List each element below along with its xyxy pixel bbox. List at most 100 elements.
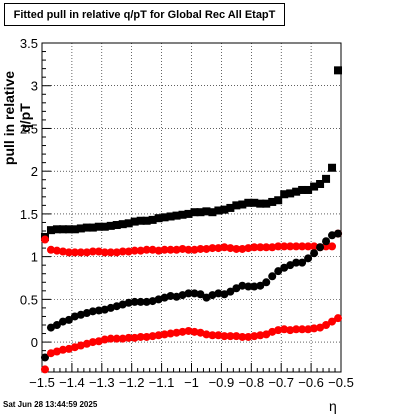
data-point: [94, 306, 103, 315]
timestamp: Sat Jun 28 13:44:59 2025: [3, 400, 98, 409]
y-tick-label: 2.5: [20, 121, 38, 136]
data-point: [292, 242, 301, 251]
data-point: [124, 247, 133, 256]
data-point: [64, 248, 73, 257]
data-point: [310, 242, 319, 251]
data-point: [94, 247, 103, 256]
data-point: [172, 245, 181, 254]
data-point: [262, 330, 271, 339]
data-point: [232, 332, 241, 341]
data-point: [238, 281, 247, 290]
data-point: [196, 244, 205, 253]
y-tick-labels: 0 0.5 1 1.5 2 2.5 3 3.5: [20, 36, 38, 350]
data-point: [148, 332, 157, 341]
x-tick-label: −0.9: [209, 375, 235, 390]
data-marks: [40, 66, 343, 374]
data-point: [274, 326, 283, 335]
data-point: [100, 222, 109, 231]
data-point: [100, 248, 109, 257]
series-2: [40, 229, 343, 257]
data-point: [106, 248, 115, 257]
y-tick-label: 0: [31, 335, 38, 350]
data-point: [112, 221, 121, 230]
data-point: [58, 225, 67, 234]
x-tick-label: −1.4: [59, 375, 85, 390]
x-tick-label: −1.1: [149, 375, 175, 390]
data-point: [274, 267, 283, 276]
data-point: [298, 325, 307, 334]
data-point: [112, 334, 121, 343]
data-point: [148, 215, 157, 224]
data-point: [238, 244, 247, 253]
data-point: [178, 327, 187, 336]
y-tick-label: 2: [31, 164, 38, 179]
data-point: [40, 353, 49, 362]
data-point: [52, 321, 61, 329]
data-point: [286, 242, 295, 251]
y-tick-label: 3.5: [20, 36, 38, 51]
data-point: [304, 325, 313, 334]
data-point: [310, 182, 319, 191]
data-point: [52, 225, 61, 234]
data-point: [226, 332, 235, 341]
x-tick-label: −1.2: [119, 375, 145, 390]
x-axis-label: η: [329, 398, 337, 414]
data-point: [88, 307, 97, 316]
y-axis-label: pull in relative q/pT: [1, 70, 33, 166]
data-point: [316, 323, 325, 332]
data-point: [304, 242, 313, 251]
data-point: [76, 248, 85, 257]
data-point: [130, 333, 139, 342]
data-point: [184, 289, 193, 298]
data-point: [40, 365, 49, 374]
data-point: [142, 332, 151, 341]
data-point: [166, 212, 175, 221]
data-point: [82, 223, 91, 232]
data-point: [298, 258, 307, 267]
data-point: [322, 174, 331, 183]
data-point: [334, 229, 343, 238]
data-point: [190, 208, 199, 217]
data-point: [232, 284, 241, 293]
data-point: [268, 272, 277, 281]
data-point: [142, 245, 151, 254]
x-tick-label: −0.7: [268, 375, 294, 390]
data-point: [256, 281, 265, 290]
data-point: [64, 315, 73, 324]
data-point: [154, 214, 163, 223]
data-point: [184, 326, 193, 335]
data-point: [298, 185, 307, 194]
data-point: [226, 203, 235, 212]
data-point: [58, 247, 67, 256]
data-point: [118, 220, 127, 229]
data-point: [304, 185, 313, 194]
data-point: [214, 244, 223, 253]
data-point: [70, 248, 79, 257]
data-point: [178, 244, 187, 253]
data-point: [220, 290, 229, 299]
data-point: [256, 331, 265, 340]
y-tick-label: 1.5: [20, 207, 38, 222]
x-tick-label: −1.3: [89, 375, 115, 390]
data-point: [124, 298, 133, 307]
data-point: [190, 245, 199, 254]
data-point: [148, 245, 157, 254]
data-point: [196, 290, 205, 299]
x-tick-label: −0.8: [238, 375, 264, 390]
data-point: [262, 278, 271, 287]
x-tick-label: −0.5: [328, 375, 354, 390]
series-4: [40, 314, 343, 374]
data-point: [136, 297, 145, 306]
y-tick-label: 0.5: [20, 292, 38, 307]
data-point: [292, 187, 301, 196]
data-point: [190, 327, 199, 336]
data-point: [280, 263, 289, 272]
data-point: [100, 335, 109, 344]
data-point: [310, 249, 319, 258]
data-point: [214, 289, 223, 298]
data-point: [136, 246, 145, 255]
x-tick-labels: −1.5 −1.4 −1.3 −1.2 −1.1 −1 −0.9 −0.8 −0.7 −0.6 −0…: [29, 375, 354, 390]
data-point: [106, 221, 115, 230]
data-point: [208, 244, 217, 253]
